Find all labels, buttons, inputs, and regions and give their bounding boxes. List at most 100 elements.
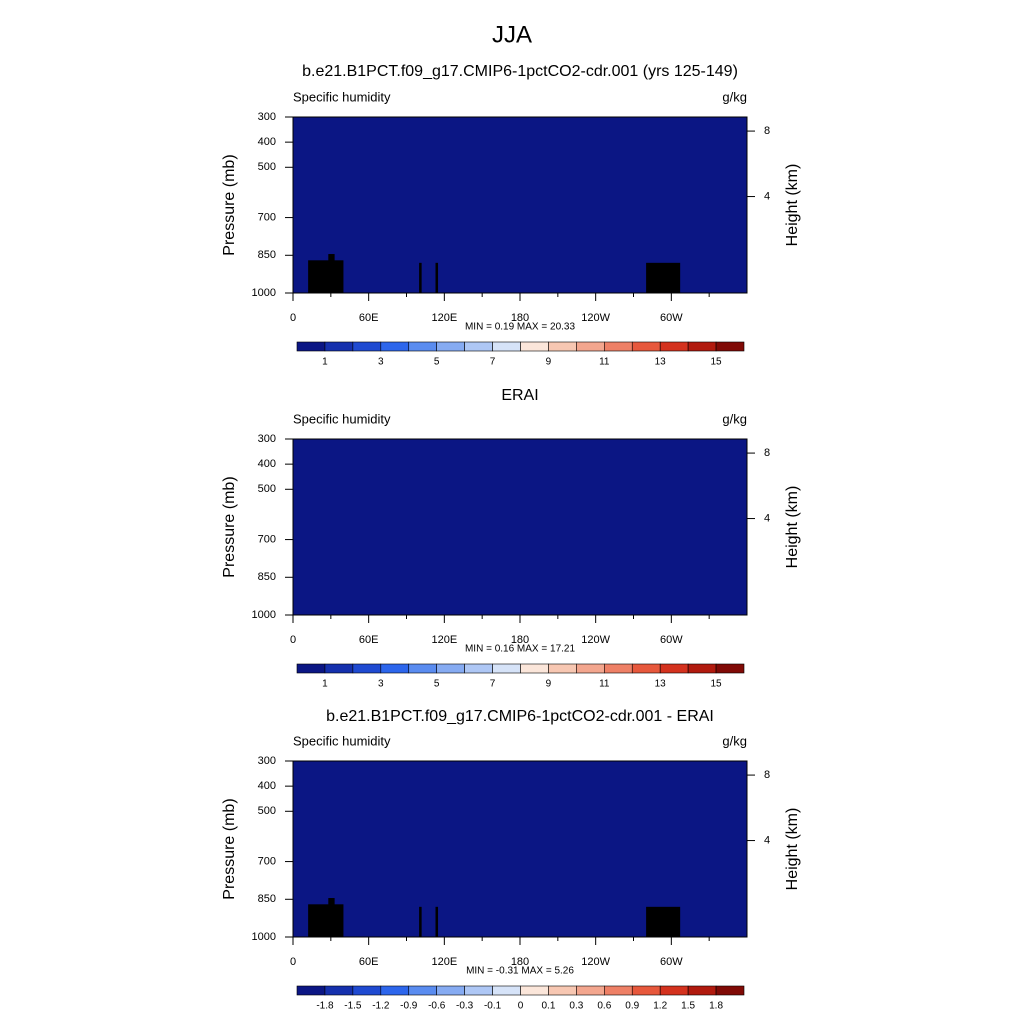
colorbar-box: [464, 663, 493, 674]
colorbar-box: [576, 985, 605, 996]
colorbar-label: -1.8: [316, 1001, 334, 1012]
topography: [308, 260, 344, 293]
contour-field: [293, 117, 747, 293]
x-tick-label: 120W: [581, 956, 610, 968]
colorbar-box: [631, 663, 661, 674]
panel-title: ERAI: [501, 387, 538, 404]
colorbar-label: 3: [378, 679, 384, 690]
topography: [328, 254, 335, 293]
colorbar-box: [352, 663, 382, 674]
colorbar-box: [715, 663, 745, 674]
colorbar-label: 7: [490, 357, 496, 368]
y-tick-label: 1000: [252, 287, 276, 299]
colorbar-box: [352, 341, 382, 352]
field-label: Specific humidity: [293, 89, 391, 104]
x-tick-label: 180: [511, 634, 529, 646]
x-tick-label: 60E: [359, 312, 379, 324]
y-tick-label: 500: [258, 483, 276, 495]
colorbar-label: 15: [711, 679, 723, 690]
units-label: g/kg: [722, 733, 747, 748]
colorbar-box: [548, 985, 577, 996]
colorbar-box: [687, 985, 717, 996]
y-tick-label: 1000: [252, 609, 276, 621]
colorbar-box: [324, 341, 354, 352]
topography: [646, 906, 681, 937]
colorbar-box: [520, 663, 549, 674]
colorbar-label: 9: [546, 679, 552, 690]
x-tick-label: 120E: [431, 956, 457, 968]
x-tick-label: 60W: [660, 956, 683, 968]
colorbar-box: [324, 663, 354, 674]
colorbar-label: 0: [518, 1001, 524, 1012]
y-tick-label: 400: [258, 780, 276, 792]
x-tick-label: 0: [290, 956, 296, 968]
colorbar-label: -1.2: [372, 1001, 390, 1012]
colorbar-box: [464, 341, 493, 352]
colorbar-label: 0.3: [569, 1001, 583, 1012]
units-label: g/kg: [722, 89, 747, 104]
colorbar-label: 0.9: [625, 1001, 639, 1012]
colorbar-box: [548, 663, 577, 674]
x-tick-label: 180: [511, 956, 529, 968]
stats: MIN = 0.19 MAX = 20.33: [465, 322, 575, 333]
colorbar-box: [296, 985, 326, 996]
y2-axis-label: Height (km): [784, 164, 801, 247]
colorbar-label: 0.1: [541, 1001, 555, 1012]
colorbar-box: [687, 341, 717, 352]
colorbar-box: [380, 663, 410, 674]
y2-tick-label: 8: [764, 125, 770, 137]
y-tick-label: 1000: [252, 931, 276, 943]
colorbar-box: [436, 985, 465, 996]
contour-field: [293, 439, 747, 615]
colorbar-box: [604, 341, 633, 352]
colorbar-label: 1.2: [653, 1001, 667, 1012]
panel-title: b.e21.B1PCT.f09_g17.CMIP6-1pctCO2-cdr.00…: [302, 63, 738, 80]
colorbar-box: [436, 341, 465, 352]
colorbar-box: [380, 341, 410, 352]
colorbar-label: 5: [434, 679, 440, 690]
y2-axis-label: Height (km): [784, 808, 801, 891]
y-tick-label: 300: [258, 755, 276, 767]
colorbar-box: [408, 341, 437, 352]
y2-tick-label: 8: [764, 769, 770, 781]
colorbar-box: [352, 985, 382, 996]
field-label: Specific humidity: [293, 733, 391, 748]
band: [293, 439, 747, 615]
y-tick-label: 850: [258, 249, 276, 261]
colorbar-label: 0.6: [597, 1001, 611, 1012]
colorbar-box: [604, 663, 633, 674]
y2-tick-label: 4: [764, 190, 770, 202]
topography: [435, 906, 439, 937]
colorbar-label: 11: [599, 679, 610, 690]
y-axis-label: Pressure (mb): [221, 476, 238, 577]
colorbar-box: [659, 341, 689, 352]
colorbar-label: 9: [546, 357, 552, 368]
colorbar-label: -0.3: [456, 1001, 474, 1012]
colorbar-box: [296, 663, 326, 674]
colorbar-box: [520, 985, 549, 996]
contour-field: [293, 761, 747, 937]
x-tick-label: 120E: [431, 634, 457, 646]
colorbar-box: [520, 341, 549, 352]
x-tick-label: 60E: [359, 634, 379, 646]
topography: [308, 904, 344, 937]
colorbar-label: 13: [655, 357, 667, 368]
units-label: g/kg: [722, 411, 747, 426]
y-tick-label: 300: [258, 433, 276, 445]
x-tick-label: 0: [290, 312, 296, 324]
colorbar-label: 1.8: [709, 1001, 723, 1012]
colorbar-label: -0.9: [400, 1001, 418, 1012]
y2-tick-label: 4: [764, 834, 770, 846]
y-axis-label: Pressure (mb): [221, 154, 238, 255]
y-axis-label: Pressure (mb): [221, 798, 238, 899]
colorbar-box: [436, 663, 465, 674]
colorbar-box: [324, 985, 354, 996]
topography: [646, 262, 681, 293]
colorbar-label: 7: [490, 679, 496, 690]
stats: MIN = 0.16 MAX = 17.21: [465, 644, 575, 655]
x-tick-label: 60W: [660, 634, 683, 646]
colorbar-box: [408, 663, 437, 674]
colorbar-box: [631, 341, 661, 352]
topography: [328, 898, 335, 937]
y-tick-label: 700: [258, 855, 276, 867]
